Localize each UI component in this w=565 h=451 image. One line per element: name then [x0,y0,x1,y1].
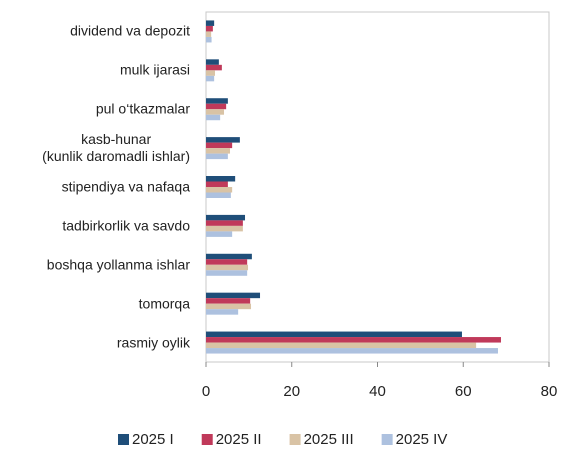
bar [206,148,231,154]
bar [206,153,228,160]
bar [206,231,233,237]
category-label: tadbirkorlik va savdo [62,217,190,234]
bar [206,214,246,221]
legend-swatch [289,434,301,445]
category-label: pul o‘tkazmalar [95,100,190,117]
category-label: dividend va depozit [70,22,190,39]
bar [206,220,243,226]
bar [206,225,243,232]
legend-label: 2025 III [304,431,354,448]
legend-swatch [118,434,129,445]
x-tick-label: 60 [455,383,472,400]
category-label: rasmiy oylik [116,334,190,351]
bar [206,98,228,104]
x-tick-label: 80 [541,383,558,400]
x-tick-label: 0 [202,383,210,400]
bar [206,337,501,343]
bar [206,70,216,76]
legend-label: 2025 II [216,431,262,448]
category-label: kasb-hunar (kunlik daromadli ishlar) [42,131,190,165]
bar [206,75,215,82]
bar [206,114,221,121]
bar [206,264,249,271]
bar [206,25,213,32]
bar [206,176,236,182]
bar [206,31,212,37]
bar [206,181,228,187]
category-label: tomorqa [138,295,190,312]
bar [206,59,219,65]
bar [206,20,215,26]
category-label: mulk ijarasi [119,61,190,78]
bar [206,137,240,143]
bar [206,142,233,149]
bar [206,292,261,299]
bar [206,348,498,354]
plot-area [205,11,550,363]
bar [206,109,225,115]
category-label: stipendiya va nafaqa [61,178,190,195]
x-tick-label: 20 [283,383,300,400]
legend-label: 2025 I [132,431,174,448]
bar [206,331,462,338]
bar [206,309,239,315]
bar [206,253,252,260]
legend-swatch [381,434,393,445]
legend-swatch [201,434,213,445]
bar [206,270,248,276]
bar [206,259,248,265]
bar [206,64,222,71]
bar [206,192,231,198]
bar [206,36,212,43]
bar [206,187,233,193]
bar [206,342,477,349]
legend-label: 2025 IV [396,431,448,448]
bar [206,103,227,110]
category-label: boshqa yollanma ishlar [46,256,190,273]
bar [206,298,251,304]
bar [206,303,252,310]
x-tick-label: 40 [369,383,386,400]
